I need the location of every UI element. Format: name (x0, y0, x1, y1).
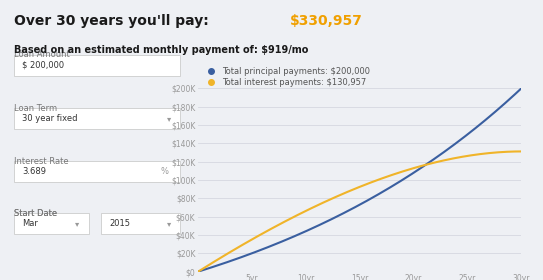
Text: Loan Amount: Loan Amount (14, 50, 70, 59)
Text: $330,957: $330,957 (290, 14, 363, 28)
FancyBboxPatch shape (101, 213, 180, 234)
Text: ▾: ▾ (75, 219, 80, 228)
Text: Mar: Mar (22, 219, 37, 228)
Legend: Total principal payments: $200,000, Total interest payments: $130,957: Total principal payments: $200,000, Tota… (203, 67, 370, 87)
Text: 3.689: 3.689 (22, 167, 46, 176)
Text: ▾: ▾ (167, 114, 171, 123)
Text: %: % (161, 167, 168, 176)
Text: 2015: 2015 (109, 219, 130, 228)
Text: Over 30 years you'll pay:: Over 30 years you'll pay: (14, 14, 213, 28)
Text: ▾: ▾ (167, 219, 171, 228)
Text: Based on an estimated monthly payment of: $919/mo: Based on an estimated monthly payment of… (14, 45, 308, 55)
Text: $ 200,000: $ 200,000 (22, 61, 64, 70)
FancyBboxPatch shape (14, 55, 180, 76)
Text: Start Date: Start Date (14, 209, 57, 218)
FancyBboxPatch shape (14, 161, 180, 182)
Text: Interest Rate: Interest Rate (14, 157, 68, 166)
Text: Start Date: Start Date (14, 209, 57, 218)
Text: Loan Term: Loan Term (14, 104, 57, 113)
FancyBboxPatch shape (14, 108, 180, 129)
FancyBboxPatch shape (14, 213, 89, 234)
Text: 30 year fixed: 30 year fixed (22, 114, 77, 123)
